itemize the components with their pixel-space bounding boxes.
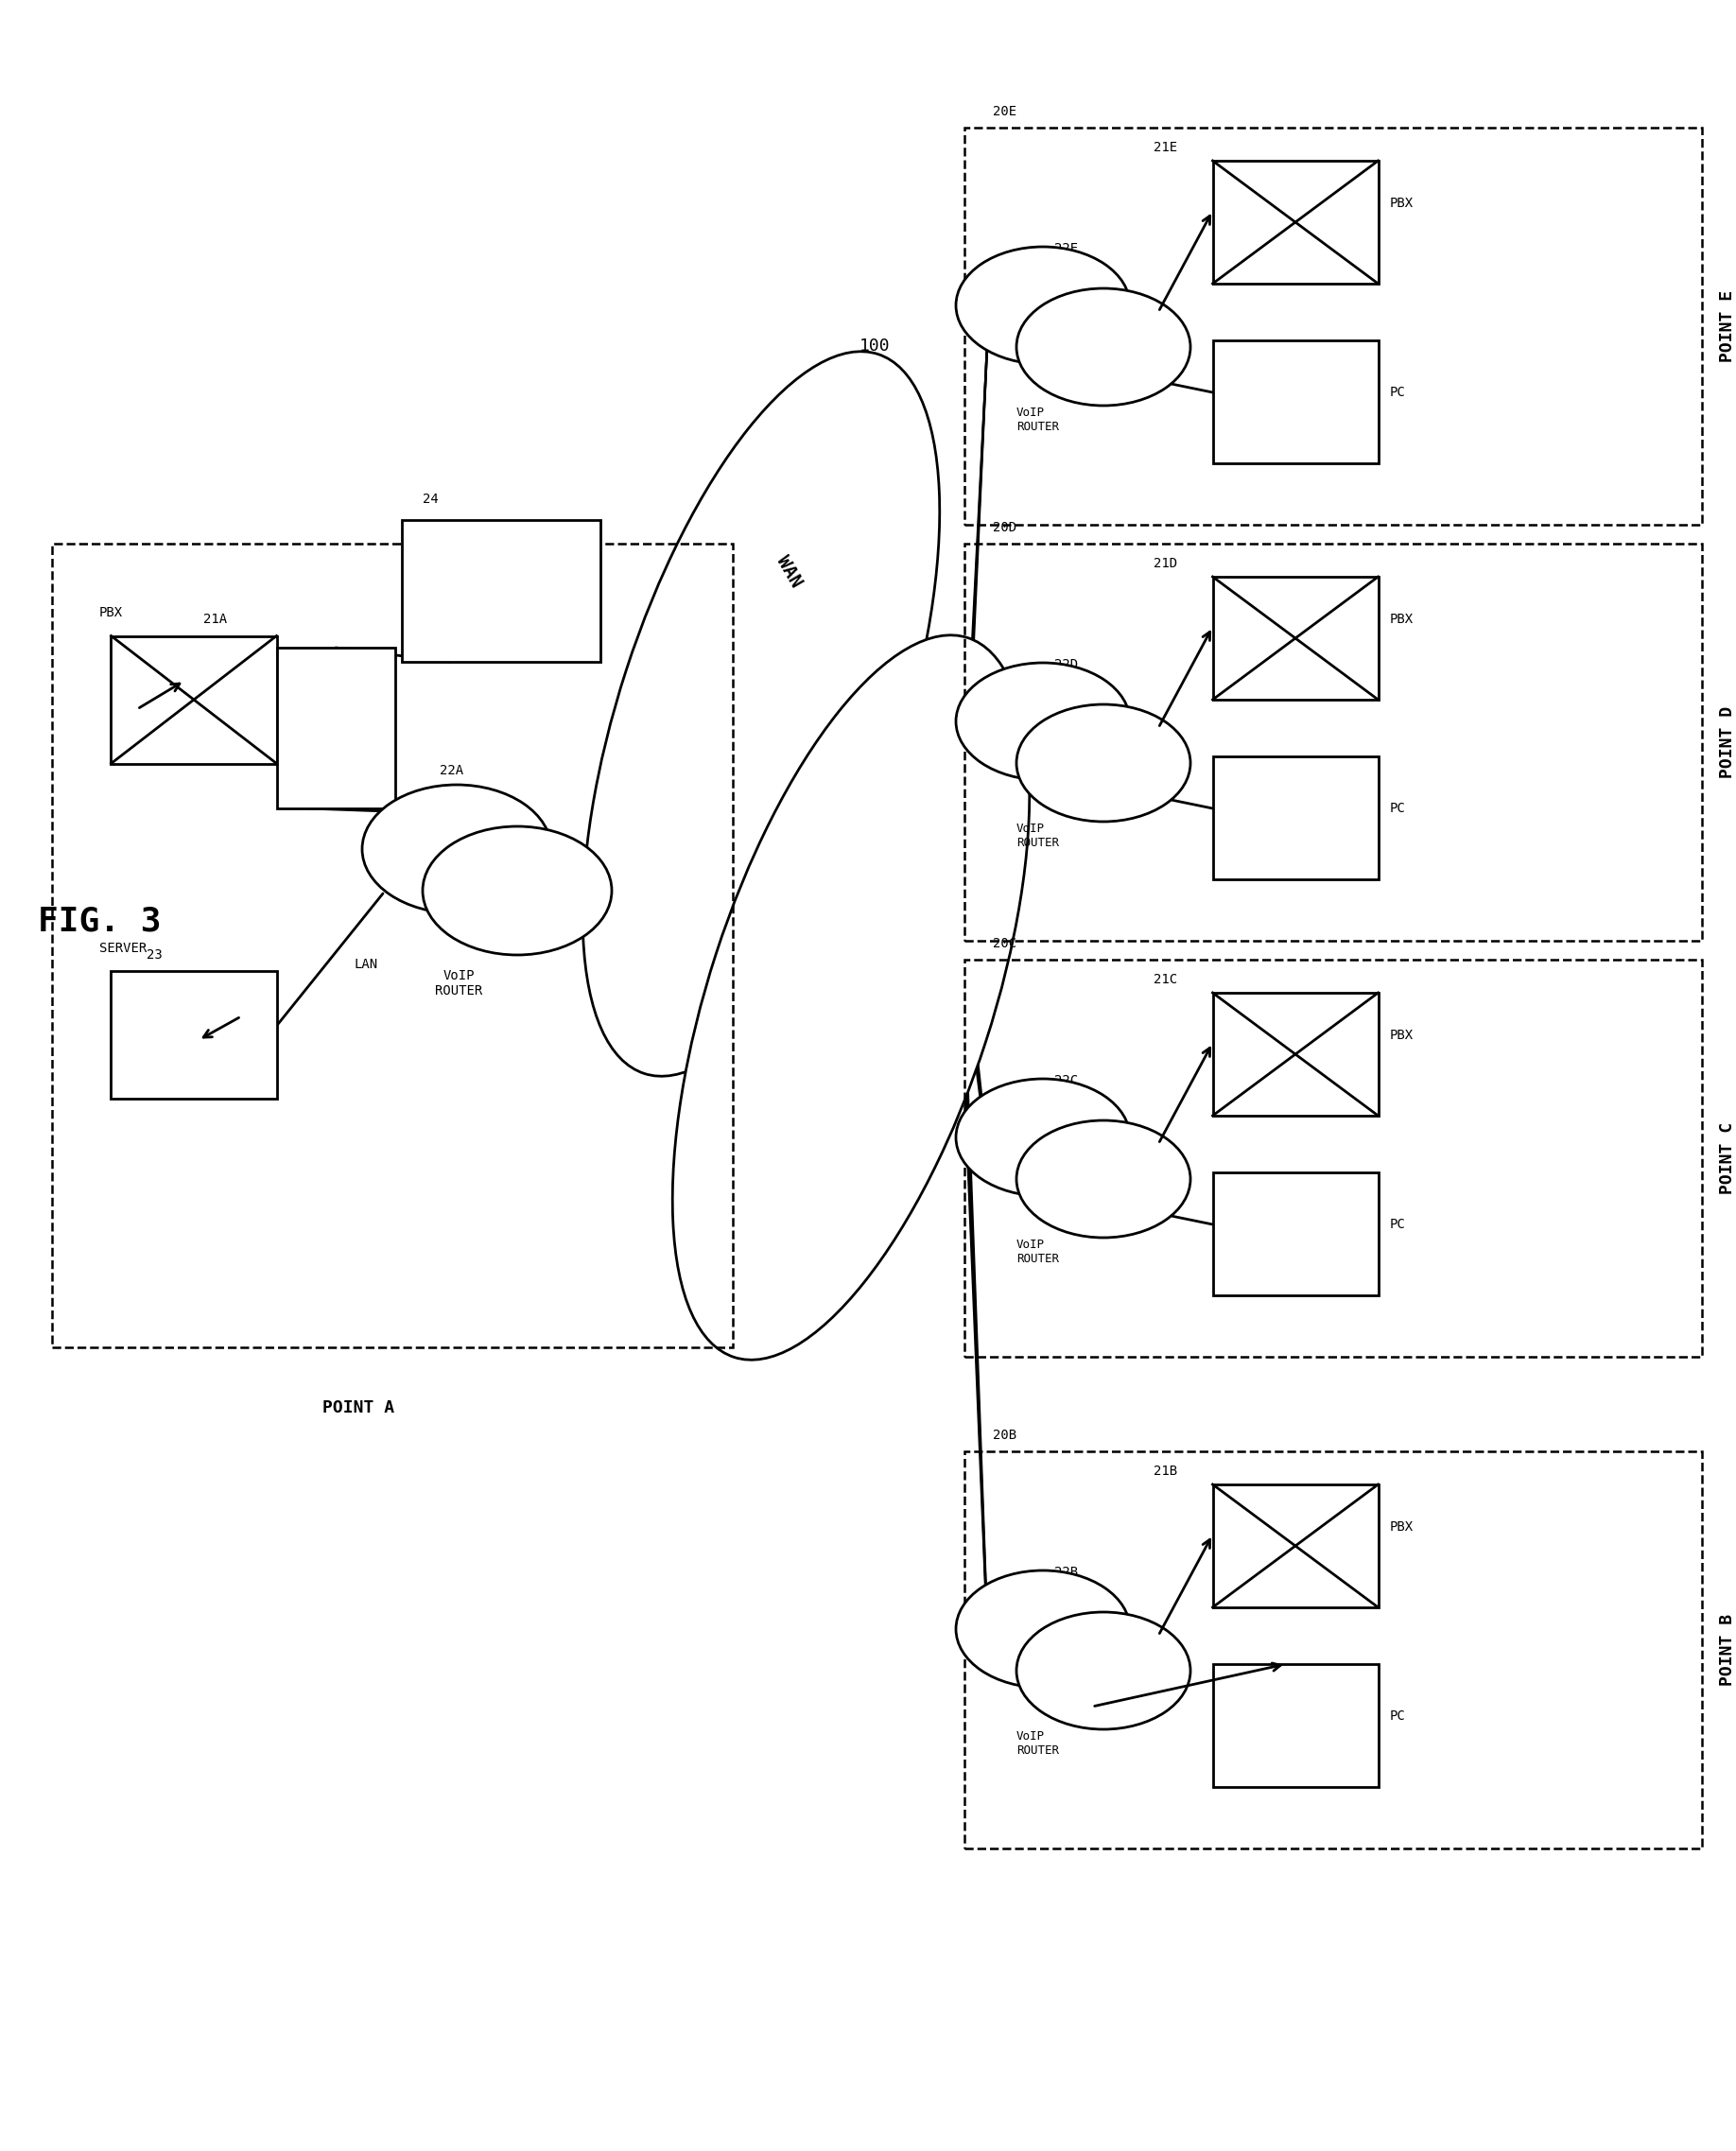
Text: POINT B: POINT B [1719,1613,1736,1686]
Bar [1213,757,1378,880]
Ellipse shape [957,1570,1130,1689]
Text: 25B: 25B [1153,1643,1177,1658]
Text: 25D: 25D [1153,736,1177,751]
Text: VoIP
ROUTER: VoIP ROUTER [1017,1239,1059,1265]
Text: PBX: PBX [1391,613,1413,626]
Bar [1213,1665,1378,1787]
Text: 21C: 21C [1153,972,1177,985]
Text: 25C: 25C [1153,1153,1177,1166]
Bar [1213,161,1378,284]
Ellipse shape [957,1080,1130,1196]
Text: POINT A: POINT A [323,1400,394,1415]
Bar [1213,340,1378,462]
Bar [401,521,601,663]
Ellipse shape [672,635,1029,1359]
Text: LAN: LAN [354,957,378,970]
Text: 22C: 22C [1054,1073,1078,1086]
Text: TRUNK
INTERFACE: TRUNK INTERFACE [311,718,361,738]
Bar [1213,994,1378,1116]
Ellipse shape [1017,1121,1191,1237]
Bar [965,959,1701,1357]
Text: VoIP
ROUTER: VoIP ROUTER [1017,822,1059,850]
Bar [276,647,394,809]
Text: 22A: 22A [439,764,464,777]
Bar [111,972,276,1099]
Text: PC: PC [1391,385,1406,398]
Ellipse shape [363,785,552,914]
Text: PBX: PBX [1391,1521,1413,1534]
Text: GATE KEEPER: GATE KEEPER [469,581,533,592]
Text: PC: PC [1391,802,1406,815]
Text: 20D: 20D [993,521,1017,533]
Bar [52,544,733,1347]
Text: VoIP
ROUTER: VoIP ROUTER [434,970,483,998]
Bar [965,544,1701,940]
Ellipse shape [957,663,1130,781]
Text: 22B: 22B [1054,1566,1078,1579]
Text: SERVER: SERVER [99,942,148,955]
Ellipse shape [1017,288,1191,407]
Ellipse shape [1017,1611,1191,1729]
Text: 24: 24 [422,493,437,505]
Text: 20B: 20B [993,1428,1017,1441]
Text: PBX: PBX [1391,196,1413,211]
Text: VoIP
ROUTER: VoIP ROUTER [1017,1729,1059,1757]
Text: 25E: 25E [1153,320,1177,333]
Text: 23: 23 [146,949,163,961]
Bar [1213,576,1378,699]
Text: VoIP
ROUTER: VoIP ROUTER [1017,407,1059,432]
Text: 21A: 21A [203,613,227,626]
Text: 21B: 21B [1153,1465,1177,1478]
Bar [965,1452,1701,1848]
Ellipse shape [422,826,611,955]
Text: 20A: 20A [474,518,498,531]
Text: POINT E: POINT E [1719,290,1736,361]
Text: PBX: PBX [1391,1028,1413,1041]
Text: POINT D: POINT D [1719,706,1736,779]
Text: 20E: 20E [993,105,1017,118]
Text: 100: 100 [859,338,891,355]
Text: POINT C: POINT C [1719,1123,1736,1194]
Bar [111,637,276,764]
Ellipse shape [1017,703,1191,822]
Ellipse shape [957,247,1130,364]
Bar [1213,1172,1378,1295]
Text: 22E: 22E [1054,243,1078,256]
Text: 21D: 21D [1153,557,1177,570]
Text: PC: PC [1391,1710,1406,1723]
Bar [1213,1484,1378,1607]
Text: 20C: 20C [993,938,1017,951]
Text: FIG. 3: FIG. 3 [38,906,161,938]
Bar [965,127,1701,525]
Text: PC: PC [1391,1217,1406,1230]
Text: PBX: PBX [99,607,123,619]
Ellipse shape [583,351,939,1076]
Text: 22D: 22D [1054,658,1078,671]
Text: WAN: WAN [774,553,806,592]
Text: 21E: 21E [1153,140,1177,155]
